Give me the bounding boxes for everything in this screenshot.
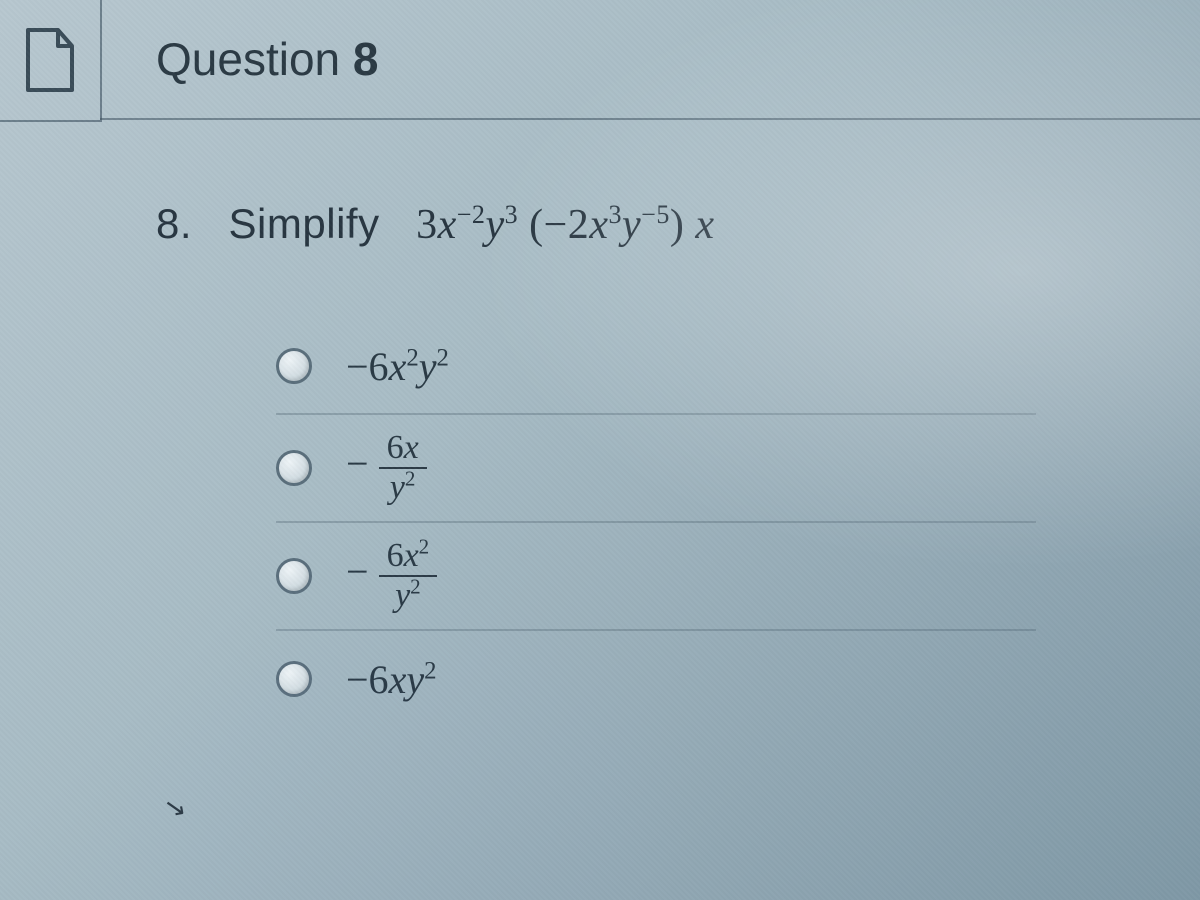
question-title-prefix: Question [156, 33, 353, 85]
answer-option[interactable]: − 6x2 y2 [276, 523, 1036, 631]
answer-options: −6x2y2 − 6x y2 − 6x2 [276, 319, 1036, 727]
question-body: 8. Simplify 3x−2y3 (−2x3y−5) x −6x2y2 − … [100, 140, 1200, 900]
answer-option[interactable]: −6x2y2 [276, 319, 1036, 415]
question-title: Question 8 [156, 32, 379, 86]
radio-icon[interactable] [276, 348, 312, 384]
question-header: Question 8 [100, 0, 1200, 120]
fraction: 6x y2 [379, 429, 427, 507]
fraction: 6x2 y2 [379, 537, 438, 615]
option-math: − 6x y2 [346, 429, 427, 507]
option-math: −6x2y2 [346, 343, 449, 390]
quiz-screen: Question 8 8. Simplify 3x−2y3 (−2x3y−5) … [0, 0, 1200, 900]
question-prompt: 8. Simplify 3x−2y3 (−2x3y−5) x [156, 200, 1160, 249]
option-math: − 6x2 y2 [346, 537, 437, 615]
question-expression: 3x−2y3 (−2x3y−5) x [416, 201, 714, 249]
radio-icon[interactable] [276, 661, 312, 697]
answer-option[interactable]: − 6x y2 [276, 415, 1036, 523]
radio-icon[interactable] [276, 450, 312, 486]
question-verb: Simplify [229, 200, 380, 247]
question-title-number: 8 [353, 33, 379, 85]
radio-icon[interactable] [276, 558, 312, 594]
status-cell [0, 0, 102, 122]
page-outline-icon [24, 28, 76, 92]
answer-option[interactable]: −6xy2 [276, 631, 1036, 727]
option-math: −6xy2 [346, 656, 436, 703]
question-number-label: 8. [156, 200, 192, 247]
